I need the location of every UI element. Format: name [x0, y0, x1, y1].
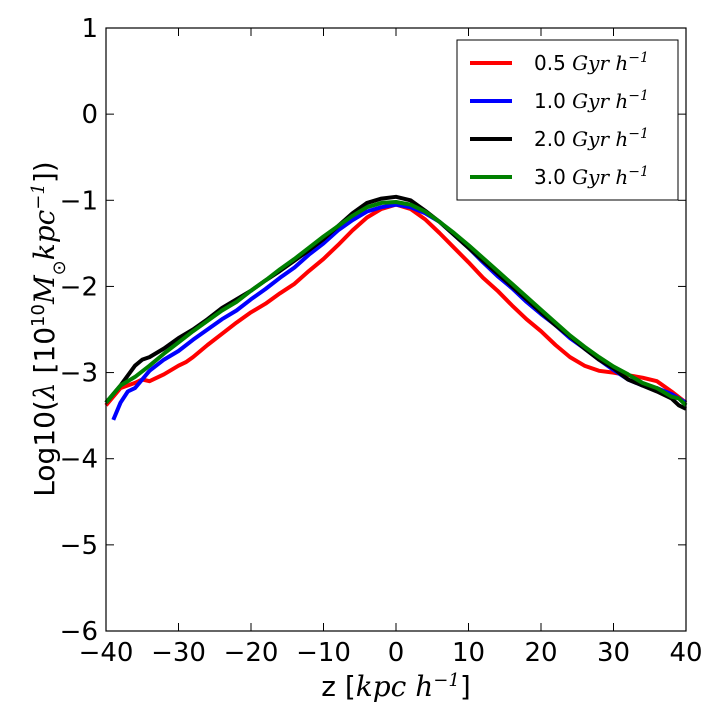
x-tick-label: 10 — [452, 638, 485, 668]
x-tick-label: 20 — [524, 638, 557, 668]
x-tick-label: 0 — [388, 638, 405, 668]
legend-label: 3.0 Gyr h−1 — [534, 164, 649, 189]
legend-label: 1.0 Gyr h−1 — [534, 88, 649, 113]
x-tick-label: −10 — [296, 638, 351, 668]
x-tick-label: 30 — [597, 638, 630, 668]
y-tick-label: −3 — [60, 359, 98, 389]
x-tick-label: 40 — [669, 638, 702, 668]
x-tick-label: −30 — [151, 638, 206, 668]
y-tick-label: −4 — [60, 445, 98, 475]
legend-box — [456, 39, 679, 201]
x-tick-label: −40 — [79, 638, 134, 668]
legend-label: 2.0 Gyr h−1 — [534, 126, 649, 151]
series-line-4 — [104, 200, 688, 407]
y-tick-label: 1 — [81, 14, 98, 44]
y-tick-label: −2 — [60, 272, 98, 302]
y-tick-label: −1 — [60, 186, 98, 216]
y-tick-label: 0 — [81, 100, 98, 130]
plot-frame — [105, 27, 687, 632]
y-tick-label: −5 — [60, 531, 98, 561]
x-tick-label: −20 — [224, 638, 279, 668]
legend: 0.5 Gyr h−1 1.0 Gyr h−1 2.0 Gyr h−1 3.0 Gyr… — [456, 39, 679, 201]
legend-label: 0.5 Gyr h−1 — [534, 50, 649, 75]
x-axis-title: z [kpc h−1] — [321, 670, 471, 704]
series-layer — [104, 194, 688, 421]
y-tick-label: −6 — [60, 617, 98, 647]
